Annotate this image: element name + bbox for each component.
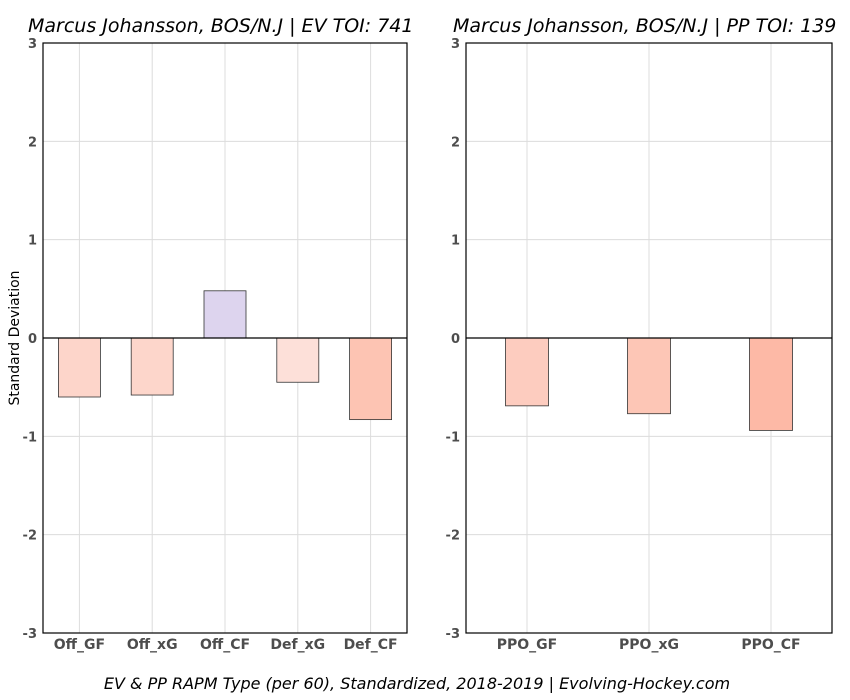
y-tick-label: 0 <box>451 332 460 347</box>
bar-off-gf <box>58 337 101 398</box>
ev-rapm-panel: Marcus Johansson, BOS/N.J | EV TOI: 741 -… <box>7 15 413 653</box>
y-axis-label: Standard Deviation <box>7 270 23 405</box>
pp-rapm-panel: Marcus Johansson, BOS/N.J | PP TOI: 139 -… <box>446 15 837 653</box>
bar-def-cf <box>349 337 393 421</box>
y-tick-label: 1 <box>28 234 37 249</box>
plot-frame <box>42 42 408 634</box>
plot-frame <box>465 42 833 634</box>
bar-off-cf <box>203 290 247 339</box>
bar-ppo-xg <box>627 337 671 415</box>
x-tick-label: PPO_GF <box>497 637 557 653</box>
y-tick-label: -2 <box>23 529 37 544</box>
y-tick-label: 1 <box>451 234 460 249</box>
y-tick-label: -3 <box>446 627 460 642</box>
chart-caption: EV & PP RAPM Type (per 60), Standardized… <box>104 674 730 693</box>
bar-def-xg <box>276 337 320 383</box>
bar-off-xg <box>130 337 174 396</box>
y-tick-label: -2 <box>446 529 460 544</box>
y-tick-label: 0 <box>28 332 37 347</box>
bar-ppo-gf <box>505 337 549 407</box>
x-tick-label: Off_CF <box>200 637 250 653</box>
x-tick-label: PPO_CF <box>741 637 800 653</box>
y-tick-label: -1 <box>446 430 460 445</box>
y-tick-label: 2 <box>28 135 37 150</box>
panel-title: Marcus Johansson, BOS/N.J | EV TOI: 741 <box>28 15 413 37</box>
y-tick-label: 3 <box>451 37 460 52</box>
x-tick-label: PPO_xG <box>619 637 679 653</box>
y-tick-label: 2 <box>451 135 460 150</box>
x-tick-label: Off_xG <box>127 637 178 653</box>
panel-title: Marcus Johansson, BOS/N.J | PP TOI: 139 <box>453 15 836 37</box>
x-tick-label: Def_CF <box>344 637 398 653</box>
y-tick-label: -1 <box>23 430 37 445</box>
y-tick-label: 3 <box>28 37 37 52</box>
bar-ppo-cf <box>749 337 793 431</box>
x-tick-label: Off_GF <box>54 637 105 653</box>
y-tick-label: -3 <box>23 627 37 642</box>
x-tick-label: Def_xG <box>270 637 325 653</box>
